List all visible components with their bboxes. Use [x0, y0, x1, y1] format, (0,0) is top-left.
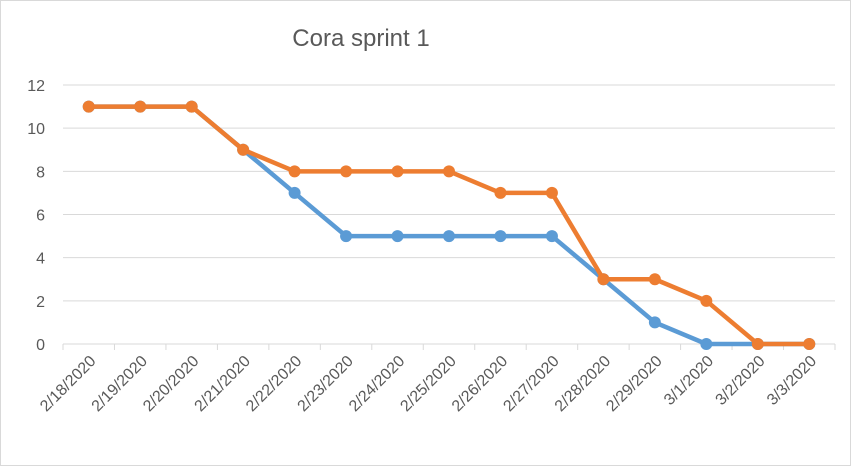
series-2-point: [237, 143, 250, 156]
series-2-point: [134, 100, 147, 113]
series-line-1: [86, 104, 812, 347]
series-1-point: [700, 338, 713, 350]
series-2-point: [340, 165, 353, 178]
y-tick-label: 6: [36, 208, 45, 225]
series-2-point: [443, 165, 455, 178]
series-2-point: [288, 165, 301, 178]
series-2-point: [494, 186, 507, 199]
series-2-point: [185, 100, 198, 113]
series-2-point: [597, 273, 610, 286]
y-tick-label: 8: [36, 164, 45, 181]
x-tick-label: 3/3/2020: [764, 353, 820, 409]
series-2-point: [700, 294, 713, 307]
series-line-2: [86, 104, 812, 347]
series-1-point: [443, 230, 455, 243]
y-tick-label: 0: [36, 337, 45, 354]
series-2-point: [545, 186, 558, 199]
series-2-point: [391, 165, 404, 178]
series-layer: [82, 100, 816, 350]
y-tick-label: 2: [36, 294, 45, 311]
chart-title: Cora sprint 1: [292, 25, 430, 52]
series-2-point: [803, 338, 816, 350]
y-tick-label: 10: [27, 121, 45, 138]
grid-layer: [63, 84, 835, 345]
x-tick-label: 3/1/2020: [661, 353, 717, 409]
series-1-point: [545, 230, 558, 243]
y-tick-label: 12: [27, 78, 45, 95]
series-2-point: [751, 338, 764, 350]
x-tick-label: 2/29/2020: [603, 353, 665, 415]
series-1-point: [288, 186, 301, 199]
series-2-point: [648, 273, 661, 286]
series-2-point: [82, 100, 95, 113]
series-1-point: [340, 230, 353, 243]
x-tick-label: 3/2/2020: [713, 353, 769, 409]
series-1-point: [648, 316, 661, 329]
series-1-point: [494, 230, 507, 243]
y-tick-label: 4: [36, 251, 45, 268]
series-1-point: [391, 230, 404, 243]
